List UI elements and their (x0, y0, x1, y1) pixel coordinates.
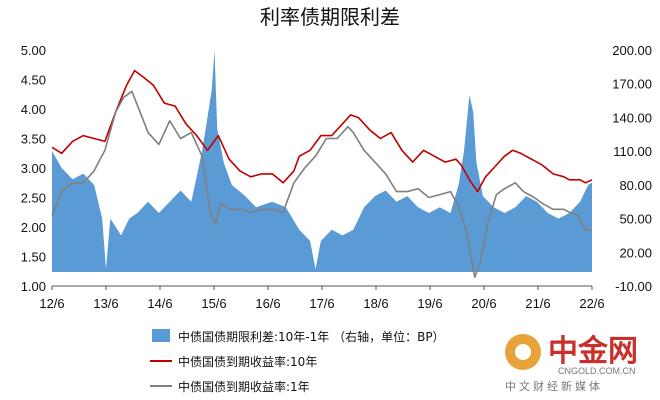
y-left-tick-label: 1.50 (21, 250, 46, 265)
y-left-tick-label: 1.00 (21, 279, 46, 294)
legend-label: 中债国债期限利差:10年-1年 （右轴，单位：BP） (178, 329, 445, 344)
y-left-tick-label: 4.00 (21, 102, 46, 117)
watermark-tagline: 中文财经新媒体 (505, 379, 603, 393)
x-tick-label: 15/6 (201, 296, 226, 311)
x-tick-label: 18/6 (363, 296, 388, 311)
x-tick-label: 17/6 (309, 296, 334, 311)
x-tick-label: 19/6 (417, 296, 442, 311)
y-right-tick-label: 170.00 (612, 77, 652, 92)
x-tick-label: 12/6 (39, 296, 64, 311)
y-left-tick-label: 2.50 (21, 191, 46, 206)
x-tick-label: 21/6 (525, 296, 550, 311)
y-right-tick-label: 80.00 (619, 178, 652, 193)
x-tick-label: 16/6 (255, 296, 280, 311)
y-right-tick-label: 20.00 (619, 245, 652, 260)
x-tick-label: 13/6 (93, 296, 118, 311)
y-right-tick-label: 50.00 (619, 212, 652, 227)
x-tick-label: 20/6 (471, 296, 496, 311)
y-left-tick-label: 3.50 (21, 132, 46, 147)
y-right-tick-label: 200.00 (612, 43, 652, 58)
y-left-tick-label: 5.00 (21, 43, 46, 58)
y-left-tick-label: 4.50 (21, 73, 46, 88)
series-line-10y (51, 69, 593, 193)
watermark-main: 中金网 (548, 334, 638, 369)
y-right-tick-label: 140.00 (612, 110, 652, 125)
watermark-logo-inner-icon (515, 344, 531, 360)
watermark-url: CNGOLD.COM.CN (558, 366, 636, 376)
chart-title: 利率债期限利差 (260, 5, 400, 29)
x-tick-label: 14/6 (147, 296, 172, 311)
axes-layer: 12/6 13/6 14/6 15/6 16/6 17/6 18/6 19/6 20/6 21/6… (21, 43, 652, 311)
series-line-1y (51, 90, 592, 278)
y-right-tick-label: -10.00 (615, 279, 652, 294)
legend-label: 中债国债到期收益率:1年 (178, 379, 310, 394)
x-tick-label: 22/6 (579, 296, 604, 311)
y-left-tick-label: 2.00 (21, 220, 46, 235)
legend-label: 中债国债到期收益率:10年 (178, 354, 317, 369)
y-left-tick-label: 3.00 (21, 161, 46, 176)
legend-swatch-area (152, 329, 170, 342)
series-layer (51, 50, 593, 278)
y-right-tick-label: 110.00 (613, 144, 652, 159)
watermark: 中金网 CNGOLD.COM.CN 中文财经新媒体 (505, 334, 638, 393)
series-area-spread (52, 50, 592, 272)
legend: 中债国债期限利差:10年-1年 （右轴，单位：BP） 中债国债到期收益率:10年中… (150, 329, 445, 394)
